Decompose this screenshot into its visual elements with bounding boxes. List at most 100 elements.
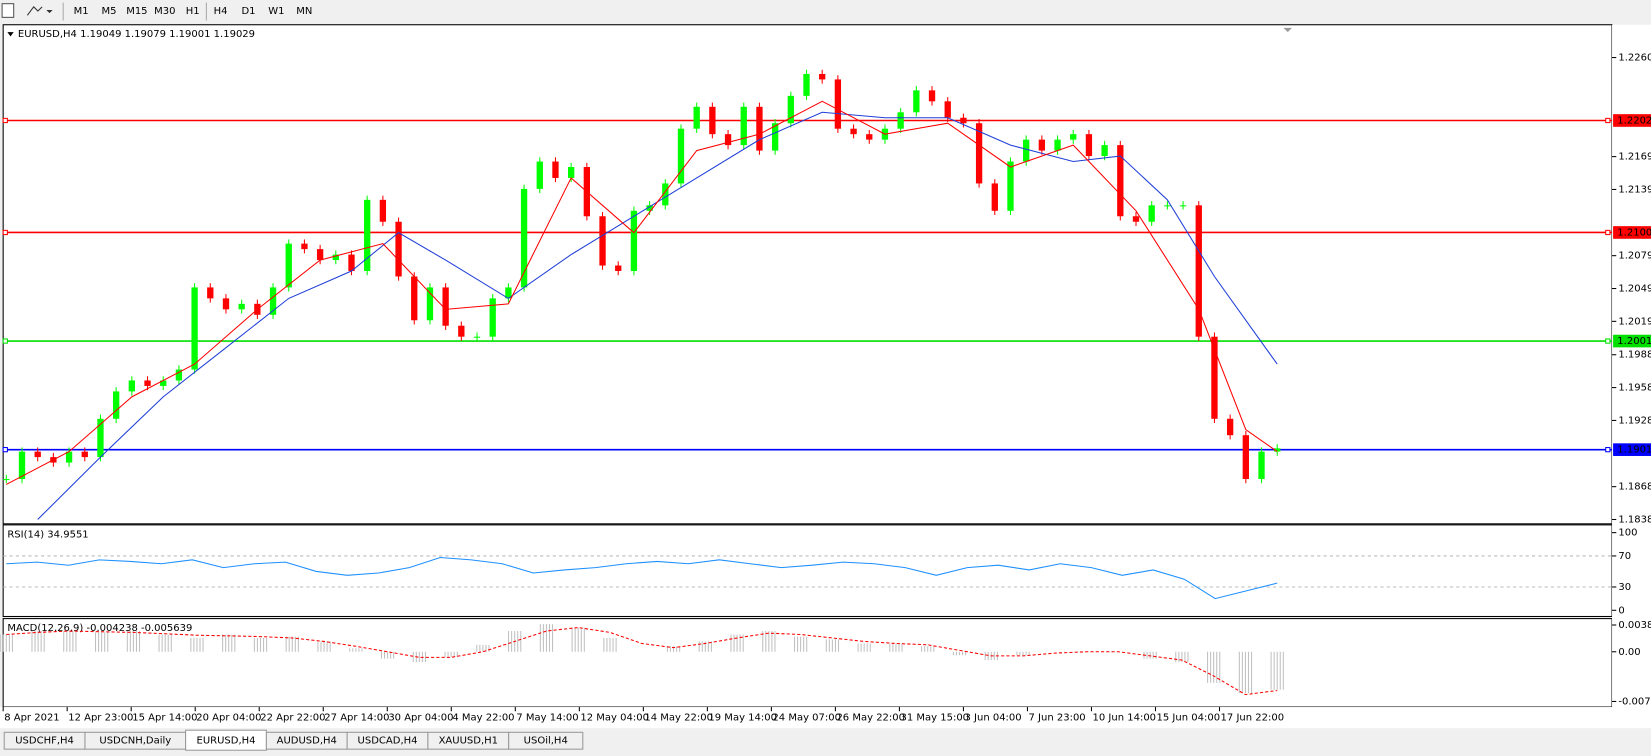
candle — [819, 73, 826, 80]
candle — [348, 254, 355, 272]
tab-label[interactable]: USDCNH,Daily — [99, 736, 171, 747]
candle — [238, 303, 245, 310]
level-handle — [2, 447, 8, 453]
candle — [34, 451, 41, 458]
toolbar-icon[interactable] — [1, 3, 15, 18]
candle — [175, 369, 183, 381]
candle — [1195, 205, 1202, 337]
x-tick-label: 26 May 22:00 — [836, 713, 905, 724]
candle — [411, 276, 418, 321]
rsi-panel — [2, 524, 1613, 618]
x-tick-label: 17 Jun 22:00 — [1221, 713, 1285, 724]
candle — [1101, 145, 1108, 157]
timeframe-button[interactable]: M15 — [126, 6, 147, 17]
candle — [18, 451, 26, 479]
candle — [630, 210, 638, 272]
candle — [1132, 216, 1140, 222]
candle — [552, 161, 559, 178]
tab-label[interactable]: USDCHF,H4 — [15, 736, 74, 747]
candle — [505, 287, 512, 299]
candle — [567, 167, 575, 178]
candle — [1085, 134, 1093, 157]
candle — [771, 123, 779, 151]
timeframe-button[interactable]: H1 — [186, 6, 200, 17]
candle — [677, 128, 685, 184]
y-tick-label: 1.21395 — [1618, 184, 1651, 195]
timeframe-button[interactable]: W1 — [268, 6, 284, 17]
tab[interactable] — [508, 731, 584, 750]
y-tick-label: 0.00 — [1618, 647, 1640, 658]
macd-label: MACD(12,26,9) -0.004238 -0.005639 — [7, 623, 192, 634]
toolbar — [0, 0, 1651, 23]
tab-label[interactable]: AUDUSD,H4 — [277, 736, 337, 747]
candle — [97, 418, 104, 458]
candle — [803, 73, 810, 96]
tab-label[interactable]: USDCAD,H4 — [358, 736, 418, 747]
candle — [944, 101, 951, 118]
level-price-tag — [1613, 334, 1651, 348]
candle — [646, 205, 653, 211]
tab-label[interactable]: USOil,H4 — [524, 736, 568, 747]
x-tick-label: 8 Apr 2021 — [4, 713, 59, 724]
dropdown-arrow[interactable] — [46, 9, 53, 14]
timeframe-button[interactable]: H4 — [214, 6, 228, 17]
x-tick-label: 12 Apr 23:00 — [68, 713, 133, 724]
level-price-label: 1.22025 — [1617, 115, 1651, 126]
y-tick-label: -0.00719 — [1618, 696, 1651, 707]
candle — [301, 243, 308, 250]
candle — [1117, 145, 1124, 217]
y-tick-label: 1.19285 — [1618, 415, 1651, 426]
y-tick-label: 1.20790 — [1618, 251, 1651, 262]
candle — [426, 287, 434, 321]
y-tick-label: 0 — [1618, 605, 1624, 616]
y-tick-label: 1.20490 — [1618, 284, 1651, 295]
shift-marker — [1283, 27, 1292, 33]
candle — [866, 134, 873, 140]
tab-label[interactable]: EURUSD,H4 — [197, 736, 256, 747]
timeframe-button[interactable]: MN — [296, 6, 312, 17]
candle — [379, 199, 387, 222]
timeframe-button[interactable]: M1 — [74, 6, 89, 17]
y-tick-label: 1.20190 — [1618, 316, 1651, 327]
rsi-label: RSI(14) 34.9551 — [7, 529, 88, 540]
candle — [65, 451, 73, 463]
x-tick-label: 30 Apr 04:00 — [388, 713, 453, 724]
candle — [913, 90, 920, 113]
candle — [536, 161, 543, 189]
level-handle — [2, 229, 8, 236]
x-tick-label: 20 Apr 04:00 — [196, 713, 261, 724]
candle — [693, 106, 700, 129]
candle — [144, 380, 151, 386]
timeframe-button[interactable]: M5 — [101, 6, 116, 17]
macd-signal — [6, 627, 1278, 696]
candle — [615, 265, 622, 272]
chart-menu-arrow[interactable] — [7, 32, 14, 37]
x-tick-label: 15 Apr 14:00 — [132, 713, 197, 724]
candle — [3, 478, 10, 481]
moving-average — [37, 111, 1278, 520]
candle — [207, 287, 214, 299]
candle — [1274, 448, 1281, 452]
x-tick-label: 19 May 14:00 — [708, 713, 777, 724]
macd-panel — [2, 618, 1613, 708]
timeframe-button[interactable]: M30 — [154, 6, 175, 17]
x-tick-label: 14 May 22:00 — [644, 713, 713, 724]
chart-header: EURUSD,H4 1.19049 1.19079 1.19001 1.1902… — [18, 29, 255, 40]
candle — [316, 249, 324, 261]
timeframe-button[interactable]: D1 — [241, 6, 255, 17]
candle — [724, 134, 732, 146]
candle — [975, 123, 983, 184]
candle — [160, 380, 167, 386]
candle — [1179, 205, 1187, 207]
x-tick-label: 3 Jun 04:00 — [964, 713, 1021, 724]
y-tick-label: 1.18680 — [1618, 482, 1651, 493]
candle — [1054, 139, 1061, 151]
candle — [1023, 139, 1030, 162]
x-tick-label: 15 Jun 04:00 — [1157, 713, 1221, 724]
candle — [520, 188, 528, 288]
level-handle — [2, 338, 8, 344]
tab-label[interactable]: XAUUSD,H1 — [439, 736, 498, 747]
toolbar-icon[interactable] — [26, 6, 43, 16]
